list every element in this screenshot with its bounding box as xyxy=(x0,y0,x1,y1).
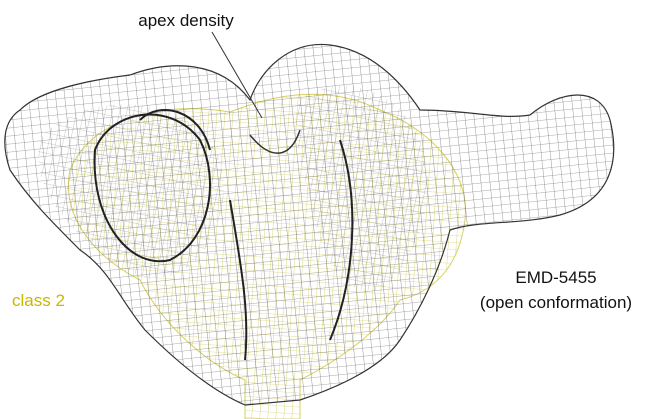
map-state-label: (open conformation) xyxy=(480,293,632,312)
class-label: class 2 xyxy=(12,291,65,310)
apex-label: apex density xyxy=(138,11,234,30)
map-id-label: EMD-5455 xyxy=(515,268,596,287)
page: apex density class 2 EMD-5455 (open conf… xyxy=(0,0,650,419)
figure: apex density class 2 EMD-5455 (open conf… xyxy=(0,0,650,419)
